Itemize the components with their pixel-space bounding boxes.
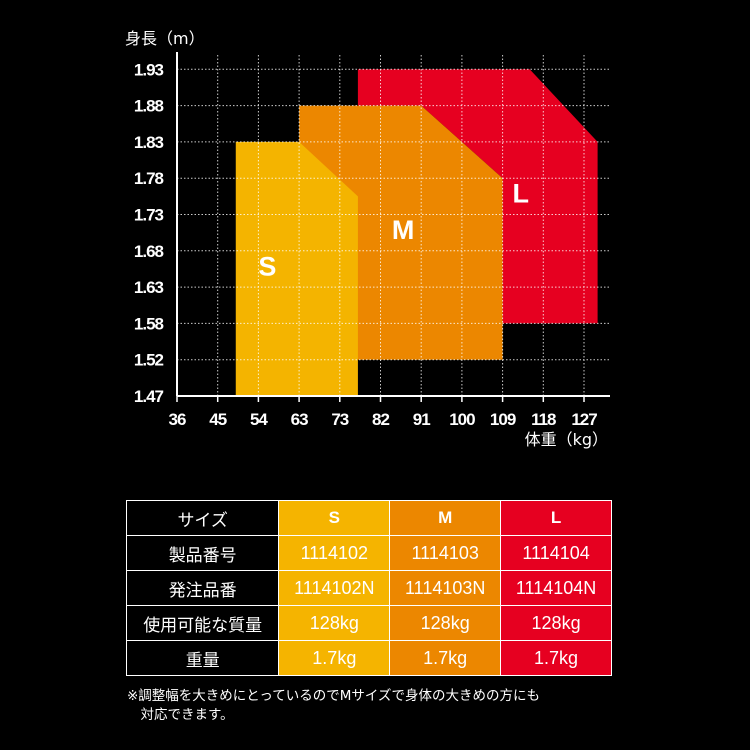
y-tick-label: 1.68 (134, 242, 164, 261)
cell-l: 1114104 (500, 535, 612, 571)
row-label: 発注品番 (125, 570, 280, 606)
y-tick-label: 1.47 (134, 387, 164, 406)
row-label: 製品番号 (125, 535, 280, 571)
x-tick-label: 109 (490, 410, 516, 429)
size-region-l (357, 69, 598, 324)
header-label: サイズ (125, 500, 280, 536)
x-axis-label: 体重（kg） (525, 430, 608, 449)
y-tick-label: 1.73 (134, 206, 164, 225)
y-tick-label: 1.58 (134, 314, 164, 333)
table-row: 製品番号 1114102 1114103 1114104 (125, 535, 612, 571)
cell-s: 1114102 (278, 535, 391, 571)
x-tick-label: 63 (291, 410, 308, 429)
cell-m: 1.7kg (389, 640, 502, 676)
x-tick-label: 45 (209, 410, 226, 429)
x-tick-label: 91 (413, 410, 430, 429)
cell-l: 1114104N (500, 570, 612, 606)
x-tick-label: 118 (531, 410, 556, 429)
y-tick-label: 1.83 (134, 133, 164, 152)
y-axis-label: 身長（m） (125, 29, 205, 48)
y-tick-label: 1.93 (134, 60, 164, 79)
table-row: 発注品番 1114102N 1114103N 1114104N (125, 570, 612, 606)
x-tick-label: 82 (372, 410, 389, 429)
size-chart: 36 45 54 63 73 82 91 100 109 118 127 1.47 1.52 1.58 1.… (125, 29, 610, 449)
cell-l: 128kg (500, 605, 612, 641)
size-label-l: L (512, 179, 529, 209)
x-tick-label: 127 (571, 410, 597, 429)
size-table: サイズ S M L 製品番号 1114102 1114103 1114104 発… (125, 500, 612, 676)
y-tick-label: 1.52 (134, 351, 164, 370)
header-m: M (389, 500, 502, 536)
y-tick-label: 1.63 (134, 278, 164, 297)
y-tick-label: 1.78 (134, 169, 164, 188)
size-label-m: M (392, 215, 415, 245)
table-row: 重量 1.7kg 1.7kg 1.7kg (125, 640, 612, 676)
header-s: S (278, 500, 391, 536)
table-row: 使用可能な質量 128kg 128kg 128kg (125, 605, 612, 641)
footnote: ※調整幅を大きめにとっているのでMサイズで身体の大きめの方にも 対応できます。 (127, 687, 627, 725)
cell-m: 1114103 (389, 535, 502, 571)
row-label: 使用可能な質量 (125, 605, 280, 641)
cell-s: 1.7kg (278, 640, 391, 676)
cell-s: 128kg (278, 605, 391, 641)
cell-s: 1114102N (278, 570, 391, 606)
size-label-s: S (258, 251, 276, 281)
footnote-line: 対応できます。 (127, 707, 234, 723)
y-tick-label: 1.88 (134, 97, 164, 116)
x-tick-label: 54 (250, 410, 268, 429)
x-tick-label: 73 (331, 410, 348, 429)
table-header-row: サイズ S M L (125, 500, 612, 536)
cell-m: 128kg (389, 605, 502, 641)
x-tick-label: 100 (449, 410, 475, 429)
x-tick-label: 36 (169, 410, 186, 429)
header-l: L (500, 500, 612, 536)
row-label: 重量 (125, 640, 280, 676)
size-region-s-overlap (235, 141, 358, 396)
size-region-s (235, 141, 358, 396)
cell-l: 1.7kg (500, 640, 612, 676)
cell-m: 1114103N (389, 570, 502, 606)
footnote-line: ※調整幅を大きめにとっているのでMサイズで身体の大きめの方にも (127, 688, 540, 704)
